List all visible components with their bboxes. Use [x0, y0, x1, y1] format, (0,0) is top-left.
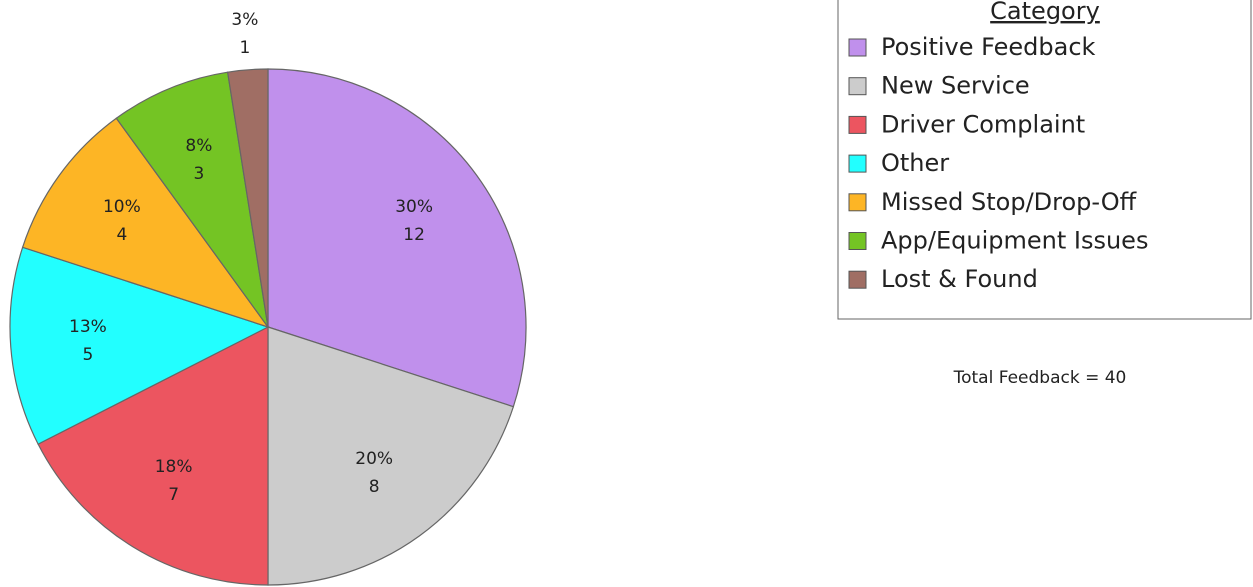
- percent-label: 30%: [395, 197, 433, 217]
- value-label: 8: [369, 477, 380, 497]
- legend-label: Driver Complaint: [881, 110, 1085, 138]
- legend-label: Positive Feedback: [881, 33, 1096, 61]
- percent-label: 13%: [69, 317, 107, 337]
- legend-label: New Service: [881, 72, 1030, 100]
- percent-label: 10%: [103, 197, 141, 217]
- legend-swatch: [848, 38, 867, 57]
- value-label: 7: [168, 485, 179, 505]
- legend-swatch: [848, 270, 867, 289]
- legend-title: Category: [990, 0, 1100, 25]
- pie-slice: [21, 117, 270, 329]
- pie-slice: [37, 326, 269, 586]
- percent-label: 8%: [185, 136, 212, 156]
- pie-slice: [9, 246, 270, 445]
- percent-label: 18%: [155, 457, 193, 477]
- legend-swatch: [848, 154, 867, 173]
- legend-swatch: [848, 193, 867, 212]
- pie-slice: [226, 68, 269, 328]
- legend-swatch: [848, 115, 867, 134]
- legend-swatch: [848, 77, 867, 96]
- annotation: Total Feedback = 40: [953, 368, 1127, 388]
- percent-label: 3%: [231, 10, 258, 30]
- pie-slice: [115, 71, 269, 328]
- legend-label: Other: [881, 149, 949, 177]
- legend-swatch: [848, 232, 867, 250]
- legend-label: App/Equipment Issues: [881, 227, 1148, 255]
- legend-label: Missed Stop/Drop-Off: [881, 188, 1137, 216]
- legend-label: Lost & Found: [881, 265, 1038, 293]
- legend-box: [837, 0, 1252, 320]
- value-label: 3: [193, 164, 204, 184]
- pie-slice: [267, 68, 527, 408]
- value-label: 1: [240, 38, 251, 58]
- pie-slice: [267, 326, 515, 586]
- value-label: 5: [83, 345, 94, 365]
- value-label: 12: [403, 225, 425, 245]
- percent-label: 20%: [355, 449, 393, 469]
- value-label: 4: [116, 225, 127, 245]
